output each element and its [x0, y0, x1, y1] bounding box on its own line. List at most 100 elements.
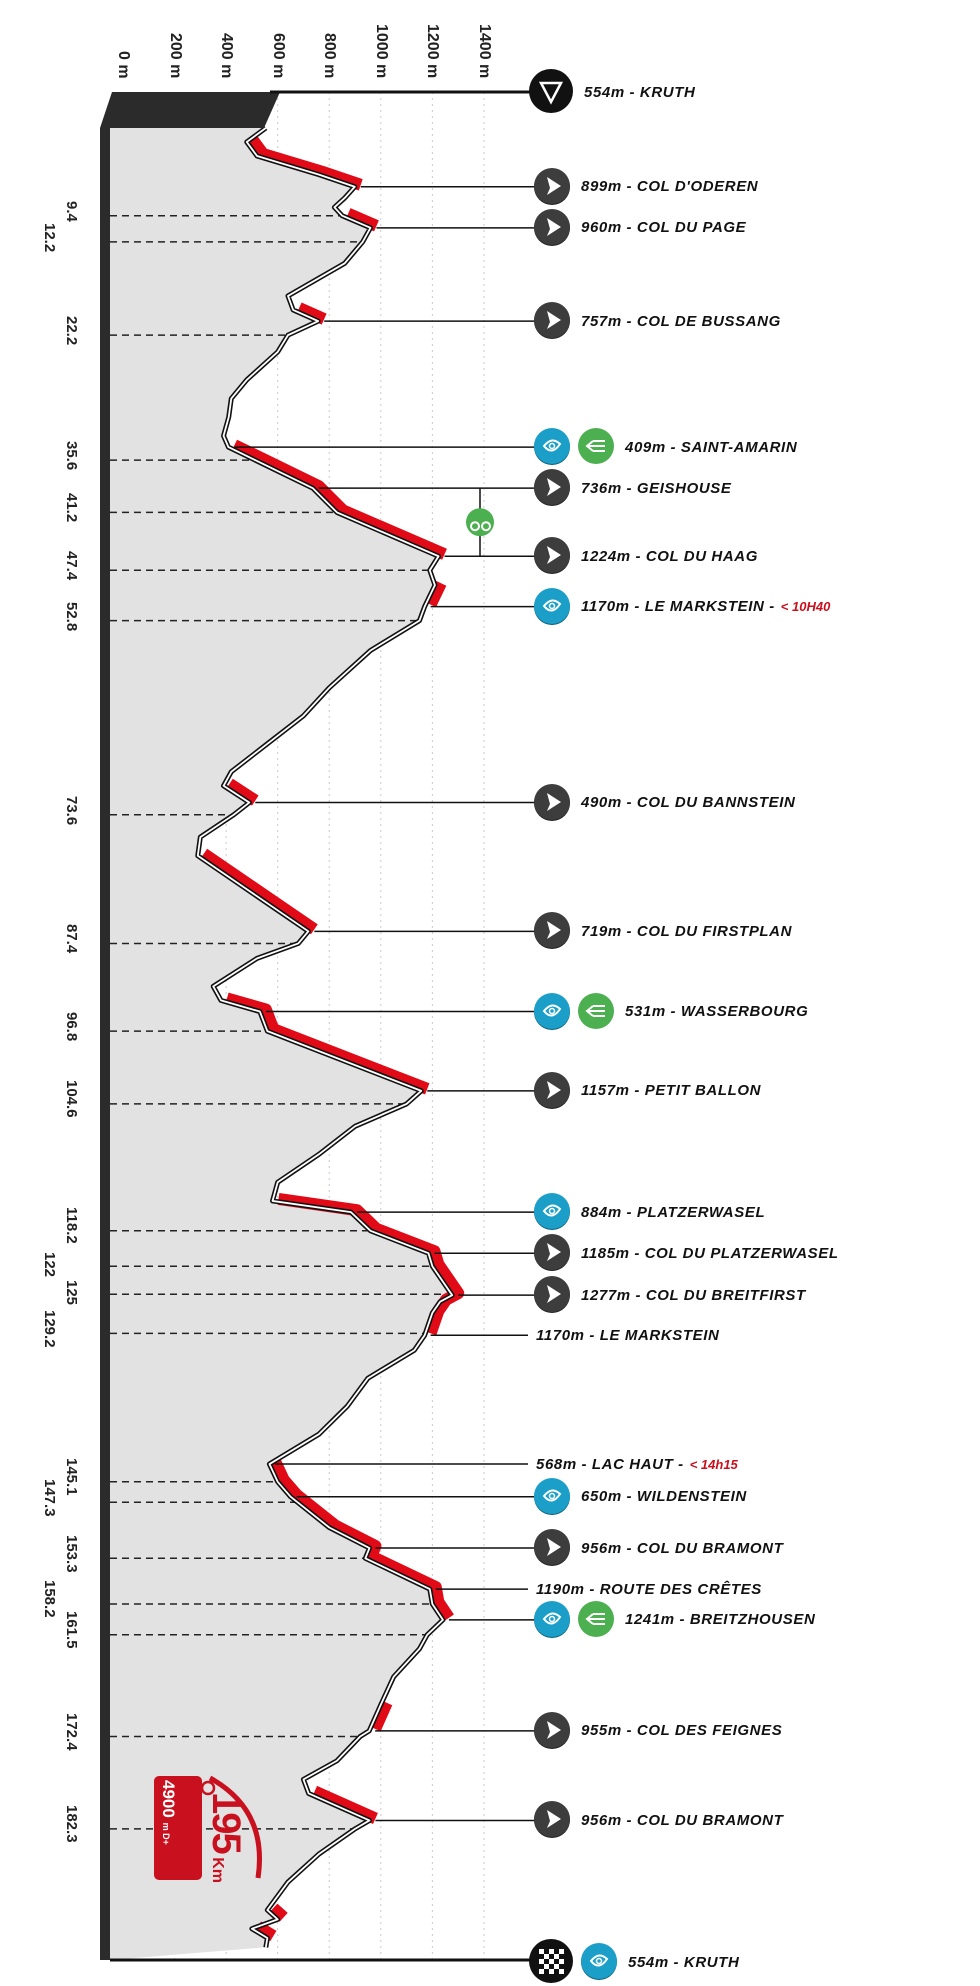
x-tick-label: 1000 m	[372, 24, 390, 79]
elevation-gain: 4900	[159, 1780, 178, 1818]
km-marker-label: 12.2	[41, 222, 58, 253]
climb-segment	[269, 1903, 288, 1922]
waypoint: 884m - PLATZERWASEL	[533, 1192, 765, 1232]
water-icon	[534, 992, 570, 1030]
climb-segment	[296, 302, 327, 325]
waypoint-label: 554m - KRUTH	[628, 1953, 740, 1971]
summit-icon	[534, 537, 570, 575]
waypoint: 956m - COL DU BRAMONT	[533, 1800, 783, 1840]
km-marker-label: 129.2	[41, 1309, 58, 1348]
waypoint-label: 1170m - LE MARKSTEIN	[536, 1326, 720, 1344]
waypoint: 1190m - ROUTE DES CRÊTES	[530, 1569, 762, 1609]
waypoint: 650m - WILDENSTEIN	[533, 1477, 747, 1517]
waypoint-icons	[533, 301, 571, 341]
waypoint: 955m - COL DES FEIGNES	[533, 1711, 782, 1751]
water-icon	[534, 1477, 570, 1515]
waypoint: 1170m - LE MARKSTEIN	[530, 1315, 719, 1355]
km-marker-label: 118.2	[63, 1207, 80, 1244]
water-icon	[534, 428, 570, 466]
waypoint: 1224m - COL DU HAAG	[533, 536, 758, 576]
km-marker-label: 87.4	[63, 924, 80, 954]
km-marker-label: 35.6	[63, 441, 80, 471]
food-icon	[578, 428, 614, 465]
summit-icon	[534, 1801, 570, 1839]
waypoint: 1277m - COL DU BREITFIRST	[533, 1275, 806, 1315]
km-marker-label: 182.3	[63, 1805, 80, 1843]
distance-unit: Km	[209, 1857, 226, 1883]
x-tick-label: 600 m	[269, 33, 287, 79]
profile-area	[110, 128, 453, 1960]
waypoint: 960m - COL DU PAGE	[533, 208, 746, 248]
summit-icon	[534, 912, 570, 950]
km-marker-label: 125	[63, 1280, 80, 1306]
waypoint-icons	[533, 468, 571, 508]
km-marker-label: 161.5	[63, 1611, 80, 1649]
climb-segment	[254, 1921, 277, 1942]
waypoint-label: 960m - COL DU PAGE	[581, 219, 747, 237]
x-tick-label: 800 m	[321, 33, 339, 79]
waypoint-icons	[533, 1600, 615, 1640]
km-marker-label: 147.3	[41, 1478, 58, 1517]
km-marker-label: 73.6	[63, 795, 80, 825]
waypoint-label: 956m - COL DU BRAMONT	[581, 1539, 784, 1557]
waypoint-icons	[533, 208, 571, 248]
waypoint: 1170m - LE MARKSTEIN - < 10H40	[533, 587, 830, 627]
waypoint-label: 899m - COL D'ODEREN	[581, 178, 759, 196]
km-marker-label: 96.8	[63, 1012, 80, 1042]
waypoint: 956m - COL DU BRAMONT	[533, 1528, 783, 1568]
cutoff-time: < 10H40	[780, 599, 831, 615]
waypoint-icons	[533, 1071, 571, 1111]
summit-icon	[534, 1234, 570, 1272]
climb-segment	[425, 580, 447, 608]
waypoint-icons	[533, 1233, 571, 1273]
waypoint: 1157m - PETIT BALLON	[533, 1071, 761, 1111]
waypoint-label: 719m - COL DU FIRSTPLAN	[581, 922, 793, 940]
waypoint-icons	[533, 1711, 571, 1751]
cutoff-time: < 14h15	[689, 1456, 738, 1472]
waypoint-label: 531m - WASSERBOURG	[625, 1003, 809, 1021]
climb-segment	[269, 1459, 454, 1622]
climb-segment	[277, 1193, 465, 1336]
waypoint-label: 884m - PLATZERWASEL	[581, 1203, 766, 1221]
waypoint: 736m - GEISHOUSE	[533, 468, 731, 508]
elevation-unit: m D+	[161, 1822, 171, 1845]
climb-segment	[226, 778, 259, 806]
summit-icon	[534, 783, 570, 821]
summit-icon	[534, 1276, 570, 1314]
km-marker-label: 153.3	[63, 1534, 80, 1573]
waypoint-icons	[528, 1938, 618, 1986]
waypoint: 1185m - COL DU PLATZERWASEL	[533, 1233, 839, 1273]
water-icon	[534, 1600, 570, 1638]
waypoint: 490m - COL DU BANNSTEIN	[533, 783, 795, 823]
waypoint: 554m - KRUTH	[528, 69, 695, 113]
summit-icon	[534, 469, 570, 507]
summit-icon	[534, 1529, 570, 1567]
food-icon	[578, 1600, 614, 1637]
x-tick-label: 1200 m	[424, 24, 442, 79]
waypoint-label: 757m - COL DE BUSSANG	[581, 312, 781, 330]
x-tick-label: 400 m	[218, 33, 236, 79]
waypoint-icons	[533, 783, 571, 823]
summit-icon	[534, 1711, 570, 1749]
km-marker-label: 158.2	[41, 1580, 58, 1618]
water-icon	[534, 587, 570, 625]
waypoint-label: 568m - LAC HAUT -	[536, 1455, 684, 1473]
distance-value: 195	[204, 1792, 248, 1853]
x-tick-label: 200 m	[166, 33, 184, 79]
waypoint-label: 955m - COL DES FEIGNES	[581, 1722, 783, 1740]
waypoint-icons	[533, 1275, 571, 1315]
waypoint-icons	[533, 587, 571, 627]
waypoint-icons	[533, 167, 571, 207]
race-summary-badge: 4900 m D+ 195 Km	[150, 1770, 270, 1883]
profile-line-highlight	[196, 127, 454, 1948]
climb-segment	[200, 848, 318, 935]
waypoint-label: 1277m - COL DU BREITFIRST	[581, 1286, 806, 1304]
km-marker-label: 172.4	[63, 1712, 80, 1751]
km-marker-label: 145.1	[63, 1458, 80, 1496]
summit-icon	[534, 302, 570, 340]
waypoint-label: 956m - COL DU BRAMONT	[581, 1811, 784, 1829]
climb-segment	[345, 208, 379, 232]
finish-icon	[529, 1939, 573, 1983]
water-icon	[534, 1193, 570, 1231]
